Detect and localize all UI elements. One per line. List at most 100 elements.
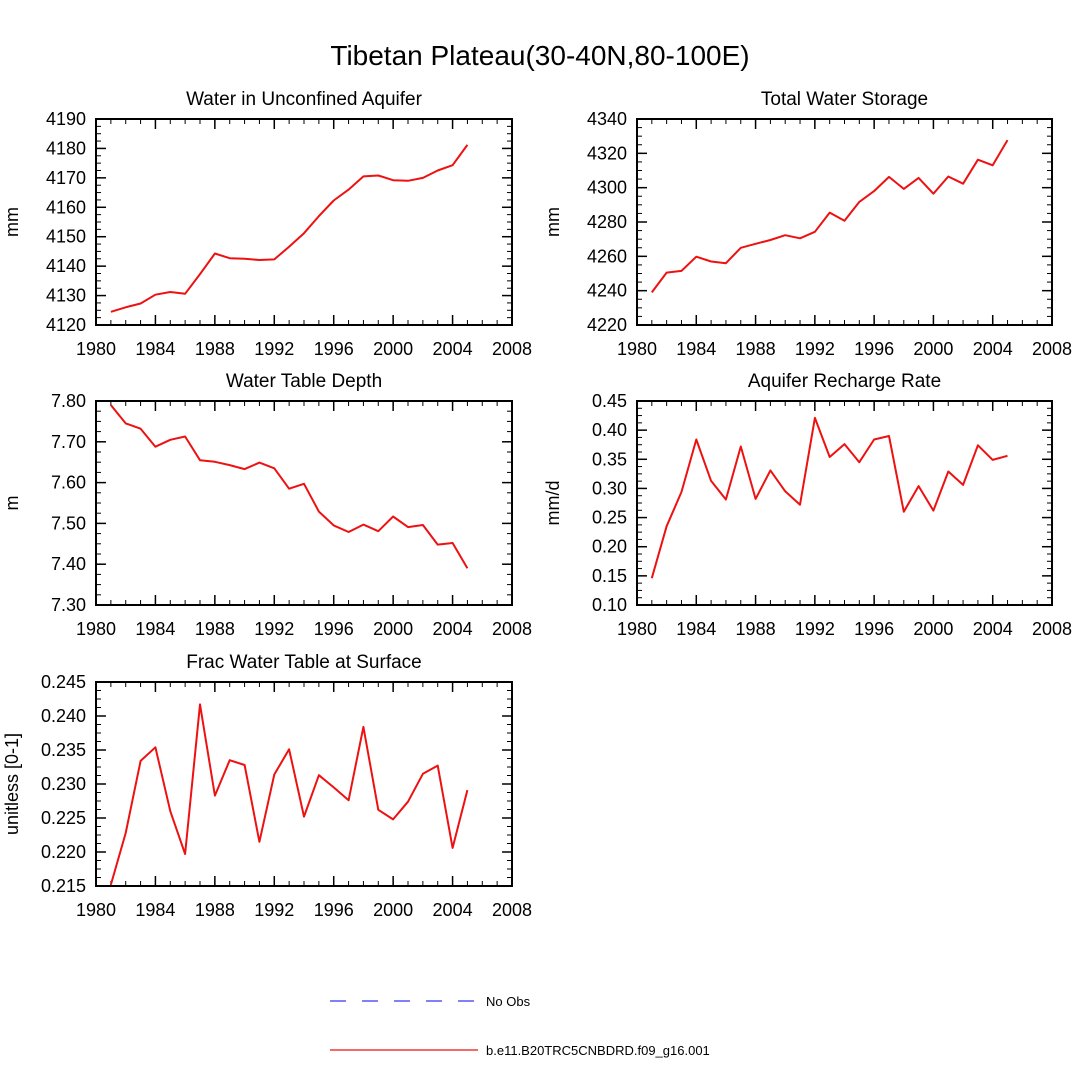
x-tick-label: 2000 [373, 619, 413, 639]
x-tick-label: 1996 [314, 619, 354, 639]
x-tick-label: 2008 [492, 900, 532, 920]
panel-title: Water Table Depth [226, 371, 382, 392]
y-axis-label: mm/d [543, 481, 563, 526]
x-tick-label: 1992 [254, 339, 294, 359]
y-tick-label: 7.30 [51, 595, 86, 615]
x-tick-label: 1992 [795, 339, 835, 359]
y-tick-label: 0.10 [592, 595, 627, 615]
y-tick-label: 0.45 [592, 391, 627, 411]
y-tick-label: 4180 [46, 138, 86, 158]
y-tick-label: 4130 [46, 286, 86, 306]
panel-title: Total Water Storage [761, 89, 928, 110]
y-axis-label: unitless [0-1] [2, 733, 22, 835]
x-tick-label: 2000 [373, 339, 413, 359]
series-line [110, 144, 469, 313]
y-tick-label: 4170 [46, 168, 86, 188]
y-tick-label: 0.235 [41, 740, 86, 760]
x-tick-label: 1980 [617, 339, 657, 359]
x-tick-label: 1992 [795, 619, 835, 639]
x-tick-label: 2004 [433, 900, 473, 920]
x-tick-label: 2004 [973, 619, 1013, 639]
series-line [650, 416, 1008, 579]
y-tick-label: 7.50 [51, 513, 86, 533]
panel-title: Aquifer Recharge Rate [748, 371, 941, 392]
y-tick-label: 4260 [587, 246, 627, 266]
plot-frame [636, 400, 1053, 606]
x-tick-label: 1988 [736, 339, 776, 359]
x-tick-label: 2000 [913, 619, 953, 639]
y-tick-label: 0.230 [41, 774, 86, 794]
y-tick-label: 4320 [587, 143, 627, 163]
y-tick-label: 7.80 [51, 391, 86, 411]
y-tick-label: 4190 [46, 109, 86, 129]
x-tick-label: 1996 [854, 619, 894, 639]
x-tick-label: 2008 [492, 339, 532, 359]
y-tick-label: 0.30 [592, 478, 627, 498]
legend-label: b.e11.B20TRC5CNBDRD.f09_g16.001 [486, 1043, 710, 1058]
legend: No Obs b.e11.B20TRC5CNBDRD.f09_g16.001 [330, 994, 710, 1058]
y-tick-label: 4340 [587, 109, 627, 129]
x-tick-label: 1980 [76, 619, 116, 639]
y-tick-label: 4150 [46, 227, 86, 247]
y-tick-label: 4280 [587, 212, 627, 232]
y-tick-label: 0.240 [41, 706, 86, 726]
plot-frame [636, 118, 1053, 326]
y-tick-label: 0.40 [592, 420, 627, 440]
plot-frame [95, 118, 513, 326]
figure-title: Tibetan Plateau(30-40N,80-100E) [330, 40, 749, 71]
panel-1: Water in Unconfined Aquifer mm 1980 1984 198… [2, 89, 532, 359]
x-tick-label: 1984 [676, 339, 716, 359]
x-tick-label: 1980 [76, 900, 116, 920]
panel-5: Frac Water Table at Surface unitless [0-1… [2, 652, 532, 920]
y-axis-label: mm [2, 207, 22, 237]
y-tick-label: 7.40 [51, 554, 86, 574]
legend-label: No Obs [486, 994, 531, 1009]
x-tick-label: 1988 [736, 619, 776, 639]
plot-frame [95, 681, 513, 887]
y-tick-label: 0.220 [41, 842, 86, 862]
legend-entry: No Obs [330, 994, 531, 1009]
y-tick-label: 0.215 [41, 876, 86, 896]
x-tick-label: 2008 [492, 619, 532, 639]
plot-frame [95, 400, 513, 606]
x-tick-label: 1988 [195, 339, 235, 359]
y-tick-label: 4160 [46, 197, 86, 217]
y-tick-label: 4140 [46, 256, 86, 276]
x-tick-label: 1980 [76, 339, 116, 359]
y-tick-label: 0.25 [592, 508, 627, 528]
x-tick-label: 1996 [314, 900, 354, 920]
x-tick-label: 2008 [1032, 339, 1072, 359]
y-tick-label: 7.60 [51, 473, 86, 493]
x-tick-label: 1996 [854, 339, 894, 359]
x-tick-label: 2004 [973, 339, 1013, 359]
panel-title: Frac Water Table at Surface [186, 652, 422, 673]
x-tick-label: 1984 [135, 619, 175, 639]
y-tick-label: 0.245 [41, 672, 86, 692]
x-tick-label: 1988 [195, 900, 235, 920]
x-tick-label: 1988 [195, 619, 235, 639]
y-tick-label: 4240 [587, 281, 627, 301]
x-tick-label: 2004 [433, 339, 473, 359]
x-tick-label: 1992 [254, 900, 294, 920]
panel-3: Water Table Depth m 1980 1984 1988 1992 1996 20… [2, 371, 532, 639]
y-tick-label: 4300 [587, 178, 627, 198]
panels: Water in Unconfined Aquifer mm 1980 1984 198… [2, 89, 1072, 920]
x-tick-label: 2008 [1032, 619, 1072, 639]
x-tick-label: 1984 [676, 619, 716, 639]
panel-title: Water in Unconfined Aquifer [186, 89, 423, 110]
y-tick-label: 0.20 [592, 537, 627, 557]
y-axis-label: mm [543, 207, 563, 237]
x-tick-label: 1980 [617, 619, 657, 639]
y-axis-label: m [2, 496, 22, 511]
y-tick-label: 4120 [46, 315, 86, 335]
y-tick-label: 0.225 [41, 808, 86, 828]
y-tick-label: 4220 [587, 315, 627, 335]
y-tick-label: 7.70 [51, 432, 86, 452]
x-tick-label: 1984 [135, 339, 175, 359]
x-tick-label: 1984 [135, 900, 175, 920]
legend-entry: b.e11.B20TRC5CNBDRD.f09_g16.001 [330, 1043, 710, 1058]
series-line [650, 139, 1009, 293]
series-line [109, 703, 469, 885]
x-tick-label: 2000 [913, 339, 953, 359]
